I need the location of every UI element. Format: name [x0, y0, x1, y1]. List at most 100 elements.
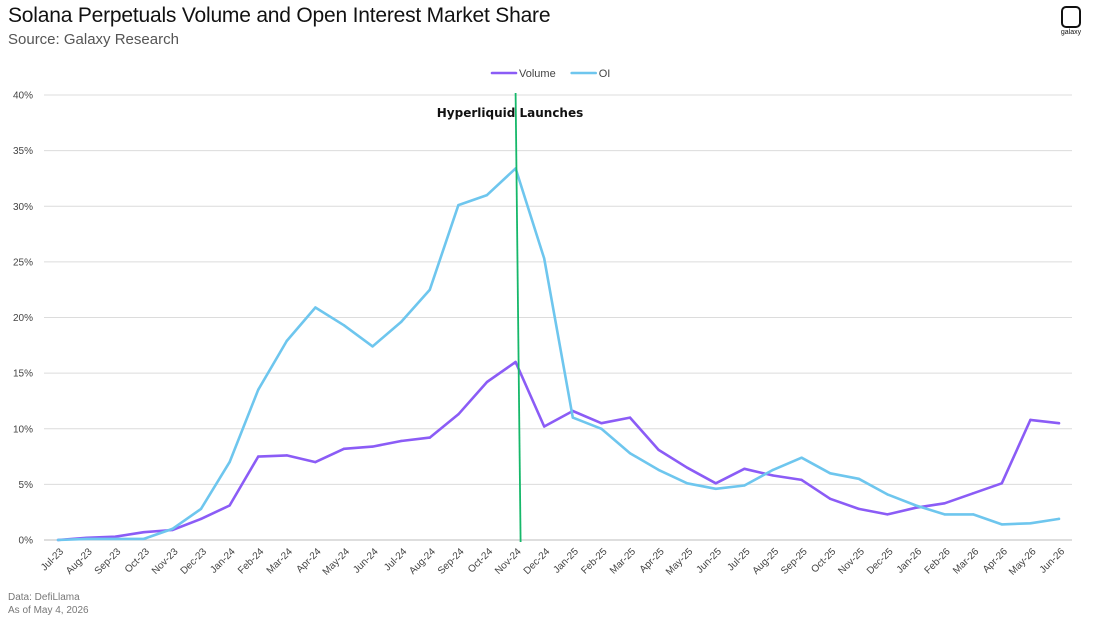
- x-tick-label: Jul-24: [382, 546, 409, 573]
- x-tick-label: Mar-24: [265, 546, 295, 576]
- x-tick-label: Sep-25: [779, 546, 810, 577]
- series-line-volume: [56, 360, 1061, 542]
- data-point-oi: [228, 460, 231, 464]
- galaxy-logo-icon: [1061, 6, 1081, 28]
- data-point-oi: [1057, 517, 1061, 521]
- data-point-oi: [628, 452, 632, 455]
- x-tick-label: Nov-25: [836, 546, 867, 577]
- x-tick-label: Feb-26: [923, 546, 953, 576]
- x-tick-label: Nov-23: [150, 546, 181, 577]
- footer-source: Data: DefiLlama: [8, 592, 80, 603]
- x-tick-label: Aug-23: [64, 546, 95, 577]
- data-point-volume: [743, 467, 746, 470]
- data-point-volume: [485, 380, 489, 384]
- x-tick-label: Jan-24: [208, 546, 238, 576]
- data-point-oi: [943, 513, 946, 516]
- data-point-oi: [428, 288, 431, 291]
- data-point-volume: [257, 455, 260, 458]
- legend-label-volume: Volume: [519, 68, 556, 80]
- data-point-oi: [485, 193, 489, 197]
- x-tick-label: Aug-24: [407, 546, 438, 577]
- series-line-oi: [56, 167, 1061, 542]
- x-tick-label: Apr-26: [981, 546, 1010, 575]
- data-point-volume: [400, 439, 403, 443]
- data-point-oi: [285, 339, 288, 343]
- x-tick-label: Jun-25: [695, 546, 725, 576]
- x-tick-label: Jun-26: [1038, 546, 1068, 576]
- x-tick-label: Jan-25: [552, 546, 582, 576]
- x-tick-label: Jul-23: [39, 546, 66, 573]
- data-point-oi: [400, 320, 403, 324]
- data-point-oi: [56, 538, 60, 542]
- data-point-volume: [886, 513, 889, 516]
- data-point-volume: [514, 360, 517, 364]
- data-point-oi: [199, 507, 203, 511]
- data-point-oi: [257, 388, 260, 392]
- data-point-volume: [142, 531, 145, 534]
- y-tick-label: 5%: [19, 480, 34, 491]
- data-point-volume: [657, 448, 660, 452]
- data-point-oi: [886, 493, 889, 496]
- data-point-volume: [714, 482, 717, 485]
- data-point-oi: [600, 427, 603, 430]
- data-point-oi: [686, 482, 689, 485]
- data-point-volume: [543, 425, 546, 428]
- x-tick-label: Feb-25: [579, 546, 609, 576]
- y-tick-label: 35%: [13, 146, 33, 157]
- data-point-oi: [114, 537, 117, 541]
- data-point-volume: [1057, 421, 1061, 425]
- y-tick-label: 10%: [13, 424, 33, 435]
- y-tick-label: 15%: [13, 369, 33, 380]
- legend: Volume OI: [490, 68, 610, 80]
- annotations: Hyperliquid Launches: [437, 92, 584, 543]
- footer-date: As of May 4, 2026: [8, 605, 89, 616]
- x-tick-label: Jul-25: [725, 546, 752, 573]
- chart-subtitle: Source: Galaxy Research: [8, 31, 179, 48]
- data-point-oi: [371, 345, 374, 348]
- annotation-label: Hyperliquid Launches: [437, 106, 584, 120]
- chart-title: Solana Perpetuals Volume and Open Intere…: [8, 4, 551, 27]
- data-point-volume: [829, 497, 832, 501]
- y-tick-label: 40%: [13, 91, 33, 102]
- x-tick-label: Feb-24: [236, 546, 266, 576]
- data-point-volume: [686, 466, 689, 469]
- data-point-volume: [457, 413, 460, 416]
- data-point-volume: [771, 474, 775, 477]
- data-point-volume: [800, 478, 803, 482]
- data-point-volume: [371, 445, 374, 448]
- x-tick-label: Oct-23: [123, 546, 152, 575]
- data-point-oi: [829, 472, 832, 475]
- data-point-oi: [543, 257, 546, 260]
- footer: Data: DefiLlama As of May 4, 2026: [8, 591, 89, 617]
- y-tick-label: 30%: [13, 202, 33, 213]
- x-tick-label: Nov-24: [493, 546, 524, 577]
- data-point-oi: [85, 537, 88, 541]
- data-point-volume: [228, 504, 231, 507]
- data-point-oi: [743, 484, 746, 487]
- data-point-oi: [342, 324, 346, 327]
- x-tick-label: Oct-25: [809, 546, 838, 575]
- data-point-volume: [914, 506, 918, 509]
- x-tick-label: Dec-25: [865, 546, 896, 577]
- data-point-volume: [285, 454, 288, 457]
- data-point-volume: [600, 421, 603, 425]
- data-point-oi: [771, 468, 775, 472]
- data-point-volume: [857, 507, 860, 511]
- data-point-volume: [943, 502, 946, 505]
- y-axis-ticks: 0% 5% 10% 15% 20% 25% 30% 35% 40%: [13, 91, 33, 547]
- data-point-oi: [142, 537, 145, 541]
- data-point-oi: [800, 456, 803, 459]
- data-point-oi: [657, 468, 660, 472]
- data-point-volume: [428, 436, 431, 439]
- data-point-volume: [1029, 418, 1032, 422]
- x-tick-label: May-25: [664, 546, 696, 578]
- data-point-oi: [1029, 522, 1032, 525]
- x-tick-label: May-26: [1007, 546, 1039, 578]
- x-tick-label: Dec-23: [179, 546, 210, 577]
- data-point-volume: [199, 517, 203, 521]
- x-tick-label: Aug-25: [751, 546, 782, 577]
- data-point-oi: [314, 306, 317, 309]
- data-point-oi: [972, 513, 975, 516]
- y-tick-label: 25%: [13, 257, 33, 268]
